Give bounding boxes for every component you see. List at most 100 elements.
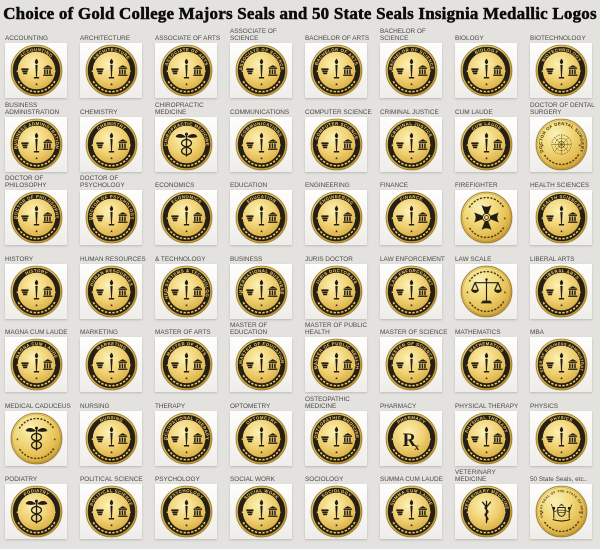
svg-text:★: ★ xyxy=(465,437,468,441)
svg-text:★: ★ xyxy=(240,510,243,514)
seal-cell-mba[interactable]: MBAMASTER OF BUSINESS ADMINISTRATION★★ ★ xyxy=(525,321,600,395)
svg-text:★: ★ xyxy=(334,450,338,454)
seal-tile: JURIS DOCTORATE ★ ★ ★ xyxy=(305,263,367,319)
seal-cell-doctor-of-philosophy[interactable]: DOCTOR OF PHILOSOPHY DOCTOR OF PHILOSOPHY… xyxy=(0,174,75,248)
seal-cell-master-of-public-health[interactable]: MASTER OF PUBLIC HEALTH MASTER OF PUBLIC … xyxy=(300,321,375,395)
seal-cell-health-sciences[interactable]: HEALTH SCIENCES HEALTH SCIENCES ★ ★ ★ xyxy=(525,174,600,248)
seal-cell-juris-doctor[interactable]: JURIS DOCTOR JURIS DOCTORATE ★ ★ ★ xyxy=(300,248,375,322)
seal-cell-marketing[interactable]: MARKETING MARKETING ★ ★ ★ xyxy=(75,321,150,395)
seal-cell-psychology[interactable]: PSYCHOLOGY PSYCHOLOGY ★ ★ ★ xyxy=(150,468,225,542)
mba-seal-icon: MASTER OF BUSINESS ADMINISTRATION★★ ★ xyxy=(535,338,587,391)
svg-text:★: ★ xyxy=(278,510,281,514)
seal-cell-master-of-science[interactable]: MASTER OF SCIENCE MASTER OF SCIENCE ★ ★ ★ xyxy=(375,321,450,395)
seal-cell-optometry[interactable]: OPTOMETRY OPTOMETRY ★ ★ ★ xyxy=(225,395,300,469)
seal-label: SOCIAL WORK xyxy=(230,476,275,483)
seal-cell-bachelor-of-science[interactable]: BACHELOR OF SCIENCE BACHELOR OF SCIENCE ★ ★… xyxy=(375,27,450,101)
seal-cell-business-administration[interactable]: BUSINESS ADMINISTRATION BUSINESS ADMINIST… xyxy=(0,101,75,175)
seal-cell-50-state-seals-etc[interactable]: 50 State Seals, etc.. THE GREAT SEAL OF T… xyxy=(525,468,600,542)
svg-text:★: ★ xyxy=(109,376,113,380)
seal-tile: ARCHITECTURE ★ ★ ★ xyxy=(80,43,142,98)
seal-cell-law-scale[interactable]: LAW SCALE ★ ★ xyxy=(450,248,525,322)
seal-cell-political-science[interactable]: POLITICAL SCIENCE POLITICAL SCIENCE ★ ★ ★ xyxy=(75,468,150,542)
seal-cell-osteopathic-medicine[interactable]: OSTEOPATHIC MEDICINE OSTEOPATHIC MEDICINE… xyxy=(300,395,375,469)
seal-cell-law-enforcement[interactable]: LAW ENFORCEMENT LAW ENFORCEMENT ★ ★ ★ xyxy=(375,248,450,322)
seal-cell-firefighter[interactable]: FIREFIGHTER ★ ★ xyxy=(450,174,525,248)
svg-text:★: ★ xyxy=(428,363,431,367)
seal-tile: DOCTOR OF DENTAL SURGERY ★ ★ xyxy=(530,116,592,172)
seal-tile: LAW ENFORCEMENT ★ ★ ★ xyxy=(380,263,442,319)
svg-text:★: ★ xyxy=(465,510,468,514)
seal-cell-veterinary-medicine[interactable]: VETERINARY MEDICINE VETERINARY MEDICINE ★ ★ xyxy=(450,468,525,542)
seal-cell-liberal-arts[interactable]: LIBERAL ARTS LIBERAL ARTS ★ ★ ★ xyxy=(525,248,600,322)
seal-cell-business[interactable]: BUSINESS INTERNATIONAL BUSINESS ★ ★ ★ xyxy=(225,248,300,322)
svg-text:★: ★ xyxy=(540,437,543,441)
svg-text:★: ★ xyxy=(503,143,506,147)
seal-cell-technology[interactable]: & TECHNOLOGYINFO SYSTEMS & TECHNOLOGY★★ … xyxy=(150,248,225,322)
seal-tile: MASTER OF BUSINESS ADMINISTRATION★★ ★ xyxy=(530,337,592,392)
svg-text:★: ★ xyxy=(128,510,131,514)
seal-cell-pharmacy[interactable]: PHARMACY PHARMACY ★ ★ R x xyxy=(375,395,450,469)
seal-cell-therapy[interactable]: THERAPY OCCUPATIONAL THERAPY ★ ★ ★ xyxy=(150,395,225,469)
svg-text:★: ★ xyxy=(203,437,206,441)
seal-cell-nursing[interactable]: NURSING NURSING ★ ★ ★ xyxy=(75,395,150,469)
svg-text:★: ★ xyxy=(90,363,93,367)
seal-label: ACCOUNTING xyxy=(5,35,48,42)
svg-text:★: ★ xyxy=(203,69,206,73)
seal-tile: CUM LAUDE ★ ★ ★ xyxy=(455,116,517,172)
seal-cell-medical-caduceus[interactable]: MEDICAL CADUCEUS ★ ★ xyxy=(0,395,75,469)
seal-tile: DOCTOR OF PSYCHOLOGY ★ ★ ★ xyxy=(80,190,142,245)
seal-cell-doctor-of-psychology[interactable]: DOCTOR OF PSYCHOLOGY DOCTOR OF PSYCHOLOGY… xyxy=(75,174,150,248)
svg-text:★: ★ xyxy=(503,290,506,294)
seal-cell-magna-cum-laude[interactable]: MAGNA CUM LAUDE MAGNA CUM LAUDE ★ ★ ★ xyxy=(0,321,75,395)
seal-cell-finance[interactable]: FINANCE FINANCE ★ ★ ★ xyxy=(375,174,450,248)
seal-cell-chiropractic-medicine[interactable]: CHIROPRACTIC MEDICINE CHIROPRACTIC MEDICI… xyxy=(150,101,225,175)
seal-cell-architecture[interactable]: ARCHITECTURE ARCHITECTURE ★ ★ ★ xyxy=(75,27,150,101)
seal-cell-associate-of-arts[interactable]: ASSOCIATE OF ARTS ASSOCIATE OF ARTS ★ ★ ★ xyxy=(150,27,225,101)
master-of-arts-seal-icon: MASTER OF ARTS★ ★ ★ xyxy=(160,338,212,391)
seal-cell-computer-science[interactable]: COMPUTER SCIENCE COMPUTER SCIENCE ★ ★ ★ xyxy=(300,101,375,175)
seal-cell-communications[interactable]: COMMUNICATIONS COMMUNICATIONS ★ ★ ★ xyxy=(225,101,300,175)
seal-cell-summa-cum-laude[interactable]: SUMMA CUM LAUDE SUMMA CUM LAUDE ★ ★ ★ xyxy=(375,468,450,542)
seal-cell-biotechnology[interactable]: BIOTECHNOLOGY BIOTECHNOLOGY ★ ★ ★ xyxy=(525,27,600,101)
seal-cell-economics[interactable]: ECONOMICS ECONOMICS ★ ★ ★ xyxy=(150,174,225,248)
seal-cell-sociology[interactable]: SOCIOLOGY SOCIOLOGY ★ ★ ★ xyxy=(300,468,375,542)
seal-label: PHYSICAL THERAPY xyxy=(455,402,519,410)
svg-text:BIOLOGY: BIOLOGY xyxy=(473,47,498,55)
svg-text:★: ★ xyxy=(15,290,18,294)
seal-cell-master-of-education[interactable]: MASTER OF EDUCATION MASTER OF EDUCATION ★ ★… xyxy=(225,321,300,395)
seal-label: BUSINESS ADMINISTRATION xyxy=(5,101,60,116)
seal-cell-physical-therapy[interactable]: PHYSICAL THERAPY PHYSICAL THERAPY ★ ★ ★ xyxy=(450,395,525,469)
seal-tile: POLITICAL SCIENCE ★ ★ ★ xyxy=(80,484,142,539)
svg-text:★: ★ xyxy=(278,143,281,147)
seal-cell-social-work[interactable]: SOCIAL WORK SOCIAL WORK ★ ★ ★ xyxy=(225,468,300,542)
svg-text:★: ★ xyxy=(540,143,543,147)
seal-label: BACHELOR OF SCIENCE xyxy=(380,28,426,42)
human-resources-seal-icon: HUMAN RESOURCES★ ★ ★ xyxy=(85,265,137,317)
seal-tile: BACHELOR OF SCIENCE ★ ★ ★ xyxy=(380,43,442,98)
seal-cell-history[interactable]: HISTORY HISTORY ★ ★ ★ xyxy=(0,248,75,322)
seal-cell-criminal-justice[interactable]: CRIMINAL JUSTICE CRIMINAL JUSTICE ★ ★ ★ xyxy=(375,101,450,175)
seal-cell-human-resources[interactable]: HUMAN RESOURCES HUMAN RESOURCES ★ ★ ★ xyxy=(75,248,150,322)
seal-cell-bachelor-of-arts[interactable]: BACHELOR OF ARTS BACHELOR OF ARTS ★ ★ ★ xyxy=(300,27,375,101)
seal-cell-podiatry[interactable]: PODIATRY PODIATRY ★ ★ xyxy=(0,468,75,542)
seal-tile: ★ ★ xyxy=(455,190,517,245)
seal-cell-biology[interactable]: BIOLOGY BIOLOGY ★ ★ ★ xyxy=(450,27,525,101)
seal-cell-accounting[interactable]: ACCOUNTING ACCOUNTING ★ ★ ★ xyxy=(0,27,75,101)
seal-cell-chemistry[interactable]: CHEMISTRY CHEMISTRY ★ ★ ★ xyxy=(75,101,150,175)
seal-cell-education[interactable]: EDUCATION EDUCATION ★ ★ ★ xyxy=(225,174,300,248)
seal-cell-engineering[interactable]: ENGINEERING ENGINEERING ★ ★ ★ xyxy=(300,174,375,248)
svg-text:★: ★ xyxy=(540,510,543,514)
seal-label: BUSINESS xyxy=(230,255,263,263)
seal-tile: SOCIAL WORK ★ ★ ★ xyxy=(230,484,292,539)
svg-text:★: ★ xyxy=(259,376,263,380)
svg-text:★: ★ xyxy=(503,363,506,367)
seal-cell-cum-laude[interactable]: CUM LAUDE CUM LAUDE ★ ★ ★ xyxy=(450,101,525,175)
seal-label: ASSOCIATE OF ARTS xyxy=(155,35,221,42)
seal-cell-doctor-of-dental-surgery[interactable]: DOCTOR OF DENTAL SURGERY DOCTOR OF DENTAL… xyxy=(525,101,600,175)
seal-cell-associate-of-science[interactable]: ASSOCIATE OF SCIENCE ASSOCIATE OF SCIENCE… xyxy=(225,27,300,101)
seal-cell-mathematics[interactable]: MATHEMATICS MATHEMATICS ★ ★ ★ xyxy=(450,321,525,395)
seal-cell-physics[interactable]: PHYSICS PHYSICS ★ ★ ★ xyxy=(525,395,600,469)
seal-tile: COMMUNICATIONS ★ ★ ★ xyxy=(230,116,292,172)
seal-cell-master-of-arts[interactable]: MASTER OF ARTS MASTER OF ARTS ★ ★ ★ xyxy=(150,321,225,395)
seal-tile: HISTORY ★ ★ ★ xyxy=(5,263,67,319)
